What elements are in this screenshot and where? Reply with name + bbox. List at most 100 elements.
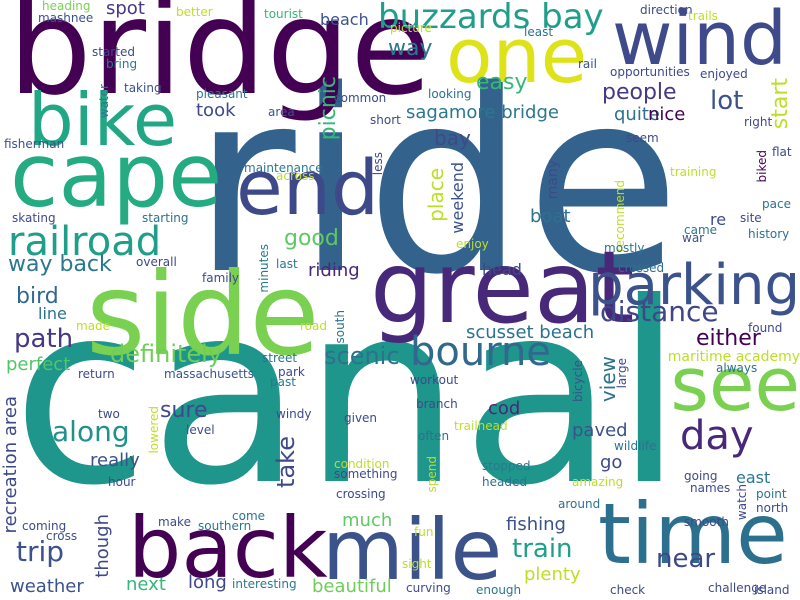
word-riding: riding	[308, 260, 360, 281]
word-go: go	[600, 452, 623, 473]
word-easy: easy	[476, 70, 528, 95]
word-past: past	[270, 375, 296, 389]
word-canal: canal	[12, 249, 684, 540]
word-paved: paved	[572, 420, 628, 441]
word-east: east	[736, 468, 771, 487]
word-crossed: crossed	[618, 261, 665, 275]
word-re: re	[710, 210, 727, 229]
word-right: right	[744, 115, 773, 129]
word-amazing: amazing	[572, 475, 624, 489]
word-mashnee: mashnee	[38, 11, 94, 25]
word-least: least	[524, 25, 554, 39]
word-rail: rail	[578, 57, 597, 71]
word-bourne: bourne	[410, 329, 551, 375]
word-often: often	[418, 429, 450, 443]
word-starting: starting	[142, 211, 189, 225]
word-pleasant: pleasant	[196, 87, 248, 101]
word-bike: bike	[28, 78, 178, 162]
word-trails: trails	[688, 9, 718, 23]
word-stopped: stopped	[482, 459, 531, 473]
word-opportunities: opportunities	[610, 65, 690, 79]
word-see: see	[670, 342, 800, 428]
word-mile: mile	[322, 501, 503, 599]
word-two: two	[98, 407, 120, 421]
word-direction: direction	[640, 3, 693, 17]
word-great: great	[370, 229, 635, 346]
word-minutes: minutes	[257, 244, 271, 293]
word-start: start	[768, 78, 793, 130]
word-way-back: way back	[8, 252, 112, 277]
word-picnic: picnic	[316, 76, 341, 141]
word-watch: watch	[735, 484, 749, 521]
word-smooth: smooth	[684, 515, 729, 529]
word-really: really	[90, 450, 140, 471]
word-cross: cross	[46, 529, 78, 543]
word-park: park	[278, 365, 305, 379]
word-parking: parking	[588, 253, 800, 318]
word-wind: wind	[612, 0, 787, 82]
word-around: around	[558, 497, 601, 511]
word-overall: overall	[136, 255, 177, 269]
word-picture: picture	[390, 21, 432, 35]
word-site: site	[740, 211, 762, 225]
word-train: train	[512, 534, 573, 564]
word-scusset-beach: scusset beach	[466, 322, 595, 343]
word-check: check	[610, 583, 646, 597]
word-day: day	[680, 413, 754, 459]
word-boat: boat	[530, 206, 571, 227]
word-fisherman: fisherman	[4, 137, 65, 151]
word-railroad: railroad	[8, 219, 162, 265]
word-started: started	[92, 45, 135, 59]
word-point: point	[756, 487, 787, 501]
word-level: level	[186, 423, 215, 437]
word-fishing: fishing	[506, 514, 566, 535]
word-lot: lot	[710, 86, 744, 116]
word-sure: sure	[160, 398, 208, 423]
word-island: island	[754, 583, 790, 597]
word-come: come	[232, 509, 266, 523]
word-bicycle: bicycle	[571, 360, 585, 402]
word-biked: biked	[755, 150, 769, 183]
word-much: much	[342, 510, 393, 531]
word-recreation-area: recreation area	[0, 396, 21, 534]
word-pace: pace	[762, 197, 791, 211]
word-back: back	[128, 499, 328, 597]
word-something: something	[334, 467, 398, 481]
word-cape: cape	[10, 124, 223, 227]
word-less: less	[371, 152, 385, 176]
word-spot: spot	[106, 0, 145, 19]
word-many: many	[545, 160, 561, 200]
word-large: large	[615, 358, 629, 389]
word-end: end	[236, 143, 380, 232]
word-line: line	[38, 304, 67, 323]
word-nice: nice	[648, 104, 686, 125]
word-trailhead: trailhead	[454, 419, 508, 433]
word-crossing: crossing	[336, 487, 386, 501]
word-side: side	[86, 248, 320, 381]
word-one: one	[446, 11, 588, 100]
word-bridge: bridge	[8, 0, 432, 125]
word-training: training	[670, 165, 717, 179]
word-flat: flat	[772, 145, 792, 159]
word-hour: hour	[108, 475, 136, 489]
word-bird: bird	[16, 284, 59, 309]
word-buzzards-bay: buzzards bay	[378, 0, 604, 37]
word-condition: condition	[334, 457, 390, 471]
word-time: time	[598, 485, 788, 583]
word-enjoy: enjoy	[456, 237, 489, 251]
word-enjoyed: enjoyed	[700, 67, 748, 81]
word-war: war	[682, 231, 705, 245]
word-short: short	[370, 113, 401, 127]
word-good: good	[284, 226, 339, 251]
word-plenty: plenty	[524, 564, 581, 585]
word-challenge: challenge	[708, 581, 767, 595]
word-bring: bring	[106, 57, 138, 71]
word-definitely: definitely	[110, 340, 223, 368]
word-trip: trip	[16, 535, 65, 568]
word-take: take	[272, 436, 300, 488]
word-going: going	[684, 469, 718, 483]
word-windy: windy	[276, 407, 312, 421]
word-branch: branch	[416, 397, 458, 411]
word-found: found	[748, 321, 783, 335]
